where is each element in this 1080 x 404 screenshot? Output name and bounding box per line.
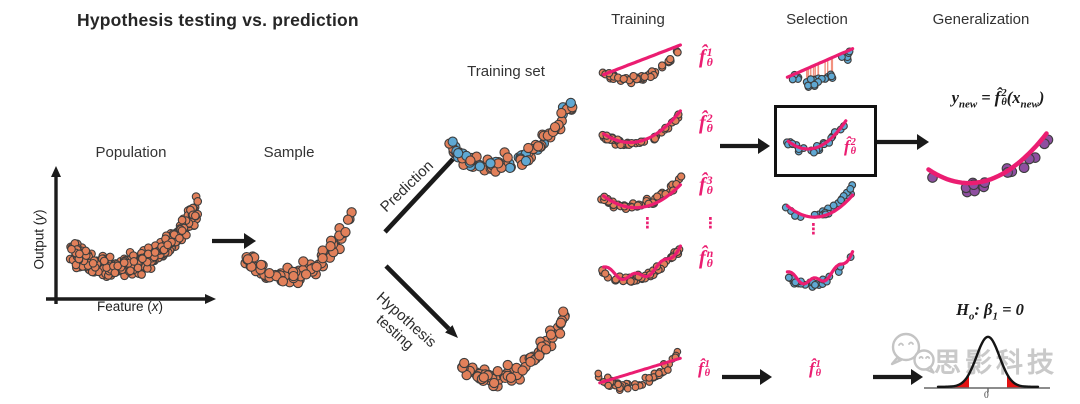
sample-label: Sample: [263, 144, 315, 161]
watermark-text: 思影科技: [934, 348, 1058, 378]
selected-model-box: [774, 105, 877, 177]
training-fit-1-scatter: [598, 43, 682, 88]
population-axes-plot: [46, 166, 216, 304]
y-axis-arrowhead: [51, 166, 61, 177]
wechat-chat-bubbles-icon: [890, 332, 935, 374]
hypothesis-model-label-left: f̂ 1 θ: [698, 359, 711, 379]
null-distribution-plot: [924, 335, 1050, 393]
hypothesis-model-label-right: f̂ 1 θ: [809, 359, 822, 379]
model-label-f3: f̂ 3 θ: [699, 173, 713, 197]
selection-fit-n-scatter: [784, 250, 855, 291]
training-set-label: Training set: [467, 63, 545, 80]
x-axis-arrowhead: [205, 294, 216, 304]
training-fit-2-scatter: [598, 109, 683, 150]
x-axis-label: Feature (x): [96, 299, 164, 314]
model-label-ellipsis: ⋮: [703, 214, 718, 232]
distribution-zero-tick-label: 0: [984, 391, 989, 401]
training-fit-n-scatter: [598, 244, 684, 286]
training-set-scatter: [444, 97, 578, 177]
selection-ellipsis: ⋮: [806, 220, 821, 238]
generalization-equation: ynew = f̂ 2 θ (xnew): [951, 88, 1045, 111]
hypothesis-sample-scatter: [457, 306, 570, 392]
training-ellipsis: ⋮: [640, 214, 655, 232]
selection-fit-3-scatter: [781, 181, 857, 221]
sample-scatter: [240, 207, 357, 289]
model-label-fn: f̂ n θ: [699, 246, 714, 270]
column-header-generalization: Generalization: [932, 11, 1030, 28]
population-scatter: [65, 192, 203, 282]
training-fit-3-scatter: [597, 172, 686, 214]
population-label: Population: [95, 144, 167, 161]
generalization-scatter: [926, 131, 1054, 198]
selection-fit-1-scatter: [785, 47, 855, 91]
figure-title: Hypothesis testing vs. prediction: [77, 10, 359, 30]
model-label-f2: f̂ 2 θ: [699, 111, 713, 135]
arrow-hypothesis-to-test: [873, 369, 923, 385]
selected-model-label: f̂ 2 θ: [844, 137, 857, 157]
null-hypothesis-equation: Ho: β1 = 0: [956, 300, 1024, 323]
selection-fit-2-scatter: [783, 119, 848, 157]
arrow-population-to-sample: [212, 233, 256, 249]
hypothesis-fit-scatter: [594, 347, 682, 395]
column-header-training: Training: [611, 11, 665, 28]
y-axis-label: Output (y): [31, 209, 47, 270]
model-label-f1: f̂ 1 θ: [699, 45, 713, 69]
arrow-training-to-selection: [720, 138, 770, 154]
arrow-hypothesis-mid: [722, 369, 772, 385]
arrow-hypothesis-branch: [384, 264, 458, 338]
column-header-selection: Selection: [786, 11, 848, 28]
arrow-selection-to-generalization: [877, 134, 929, 150]
